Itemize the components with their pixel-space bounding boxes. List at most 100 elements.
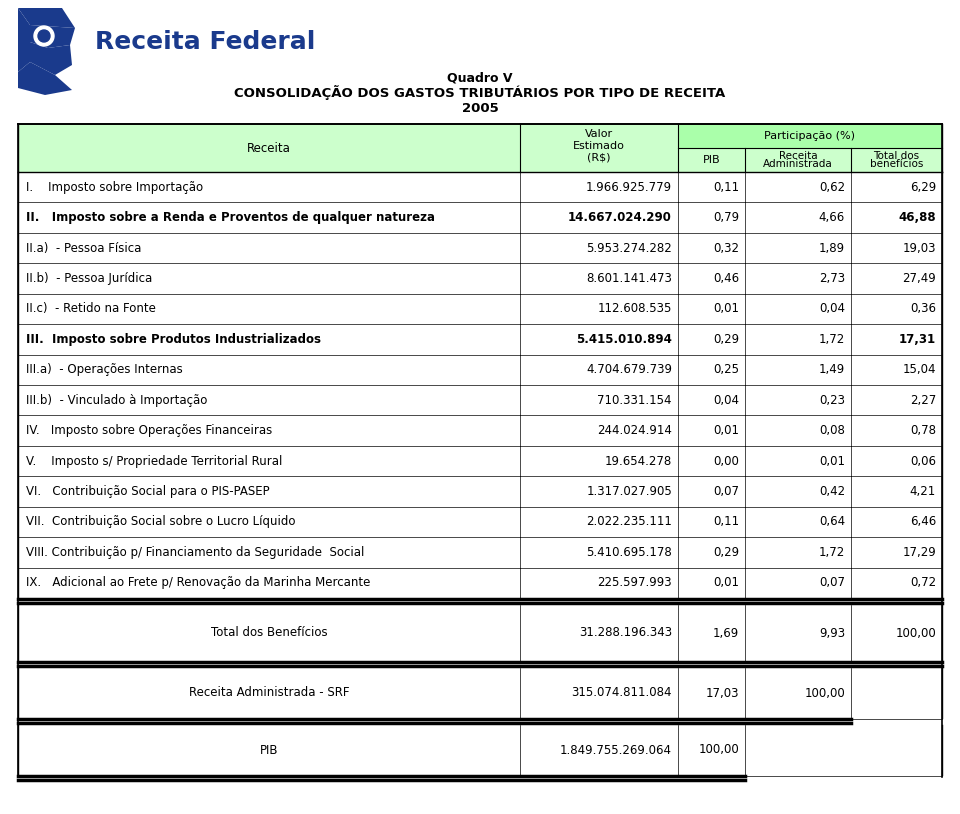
Text: 27,49: 27,49	[902, 272, 936, 285]
Text: 5.415.010.894: 5.415.010.894	[576, 333, 672, 346]
Text: V.    Imposto s/ Propriedade Territorial Rural: V. Imposto s/ Propriedade Territorial Ru…	[26, 454, 282, 467]
Bar	[18, 725, 942, 775]
Text: Receita Administrada - SRF: Receita Administrada - SRF	[189, 686, 349, 699]
Text: 0,23: 0,23	[819, 394, 845, 407]
Text: 0,01: 0,01	[713, 424, 739, 437]
Text: 17,31: 17,31	[899, 333, 936, 346]
Text: 0,04: 0,04	[819, 303, 845, 316]
Polygon shape	[18, 62, 72, 95]
Text: 112.608.535: 112.608.535	[598, 303, 672, 316]
Text: PIB: PIB	[703, 155, 720, 165]
Text: Receita: Receita	[779, 151, 817, 161]
Text: 0,07: 0,07	[713, 485, 739, 498]
Text: 1.849.755.269.064: 1.849.755.269.064	[560, 743, 672, 756]
Text: 4,21: 4,21	[910, 485, 936, 498]
Text: I.    Imposto sobre Importação: I. Imposto sobre Importação	[26, 181, 204, 194]
Bar	[18, 668, 942, 718]
Text: 1.317.027.905: 1.317.027.905	[587, 485, 672, 498]
Text: 0,79: 0,79	[713, 211, 739, 224]
Text: 5.953.274.282: 5.953.274.282	[587, 242, 672, 255]
Text: 1,69: 1,69	[712, 627, 739, 640]
Polygon shape	[30, 42, 72, 75]
Text: 0,29: 0,29	[713, 546, 739, 559]
Text: Quadro V: Quadro V	[447, 72, 513, 85]
Text: 0,01: 0,01	[713, 576, 739, 589]
Text: 6,29: 6,29	[910, 181, 936, 194]
Text: III.  Imposto sobre Produtos Industrializados: III. Imposto sobre Produtos Industrializ…	[26, 333, 321, 346]
Text: Administrada: Administrada	[763, 159, 833, 168]
Text: 17,29: 17,29	[902, 546, 936, 559]
Text: 315.074.811.084: 315.074.811.084	[571, 686, 672, 699]
Bar	[18, 605, 942, 661]
Text: 1,89: 1,89	[819, 242, 845, 255]
Text: Estimado: Estimado	[573, 141, 625, 151]
Text: 0,46: 0,46	[713, 272, 739, 285]
Text: 100,00: 100,00	[698, 743, 739, 756]
Text: IX.   Adicional ao Frete p/ Renovação da Marinha Mercante: IX. Adicional ao Frete p/ Renovação da M…	[26, 576, 371, 589]
Polygon shape	[18, 8, 75, 28]
Text: 0,78: 0,78	[910, 424, 936, 437]
Text: 0,08: 0,08	[819, 424, 845, 437]
Text: 0,04: 0,04	[713, 394, 739, 407]
Text: 17,03: 17,03	[706, 686, 739, 699]
Text: 100,00: 100,00	[804, 686, 845, 699]
Circle shape	[34, 26, 54, 46]
Text: 0,32: 0,32	[713, 242, 739, 255]
Text: IV.   Imposto sobre Operações Financeiras: IV. Imposto sobre Operações Financeiras	[26, 424, 273, 437]
Text: 0,42: 0,42	[819, 485, 845, 498]
Text: 1.966.925.779: 1.966.925.779	[586, 181, 672, 194]
Text: 0,01: 0,01	[819, 454, 845, 467]
Text: 0,11: 0,11	[713, 515, 739, 528]
Text: 15,04: 15,04	[902, 363, 936, 376]
Text: 100,00: 100,00	[896, 627, 936, 640]
Text: 19,03: 19,03	[902, 242, 936, 255]
Text: 710.331.154: 710.331.154	[597, 394, 672, 407]
Text: 14.667.024.290: 14.667.024.290	[568, 211, 672, 224]
Bar	[18, 124, 942, 172]
Text: II.   Imposto sobre a Renda e Proventos de qualquer natureza: II. Imposto sobre a Renda e Proventos de…	[26, 211, 435, 224]
Text: 4.704.679.739: 4.704.679.739	[586, 363, 672, 376]
Text: 2,27: 2,27	[910, 394, 936, 407]
Text: 8.601.141.473: 8.601.141.473	[587, 272, 672, 285]
Text: 0,07: 0,07	[819, 576, 845, 589]
Text: 6,46: 6,46	[910, 515, 936, 528]
Bar	[678, 124, 942, 148]
Text: 0,64: 0,64	[819, 515, 845, 528]
Text: II.a)  - Pessoa Física: II.a) - Pessoa Física	[26, 242, 141, 255]
Text: 4,66: 4,66	[819, 211, 845, 224]
Text: 46,88: 46,88	[899, 211, 936, 224]
Text: 0,25: 0,25	[713, 363, 739, 376]
Polygon shape	[30, 25, 75, 48]
Text: 0,06: 0,06	[910, 454, 936, 467]
Text: 2,73: 2,73	[819, 272, 845, 285]
Polygon shape	[18, 8, 30, 72]
Text: Valor: Valor	[585, 129, 613, 139]
Text: Total dos: Total dos	[874, 151, 920, 161]
Text: 0,29: 0,29	[713, 333, 739, 346]
Text: 2.022.235.111: 2.022.235.111	[587, 515, 672, 528]
Text: 1,72: 1,72	[819, 546, 845, 559]
Text: III.a)  - Operações Internas: III.a) - Operações Internas	[26, 363, 182, 376]
Text: 1,72: 1,72	[819, 333, 845, 346]
Text: 31.288.196.343: 31.288.196.343	[579, 627, 672, 640]
Text: 0,62: 0,62	[819, 181, 845, 194]
Text: 1,49: 1,49	[819, 363, 845, 376]
Text: CONSOLIDAÇÃO DOS GASTOS TRIBUTÁRIOS POR TIPO DE RECEITA: CONSOLIDAÇÃO DOS GASTOS TRIBUTÁRIOS POR …	[234, 85, 726, 100]
Text: 2005: 2005	[462, 102, 498, 115]
Text: VI.   Contribuição Social para o PIS-PASEP: VI. Contribuição Social para o PIS-PASEP	[26, 485, 270, 498]
Text: Receita Federal: Receita Federal	[95, 30, 316, 54]
Text: 9,93: 9,93	[819, 627, 845, 640]
Text: III.b)  - Vinculado à Importação: III.b) - Vinculado à Importação	[26, 394, 207, 407]
Text: VIII. Contribuição p/ Financiamento da Seguridade  Social: VIII. Contribuição p/ Financiamento da S…	[26, 546, 365, 559]
Text: (R$): (R$)	[588, 153, 611, 163]
Circle shape	[38, 30, 50, 42]
Text: 0,01: 0,01	[713, 303, 739, 316]
Text: Receita: Receita	[247, 142, 291, 155]
Text: PIB: PIB	[260, 743, 278, 756]
Text: 5.410.695.178: 5.410.695.178	[587, 546, 672, 559]
Text: 0,11: 0,11	[713, 181, 739, 194]
Text: 0,72: 0,72	[910, 576, 936, 589]
Text: 225.597.993: 225.597.993	[597, 576, 672, 589]
Text: 0,00: 0,00	[713, 454, 739, 467]
Text: 244.024.914: 244.024.914	[597, 424, 672, 437]
